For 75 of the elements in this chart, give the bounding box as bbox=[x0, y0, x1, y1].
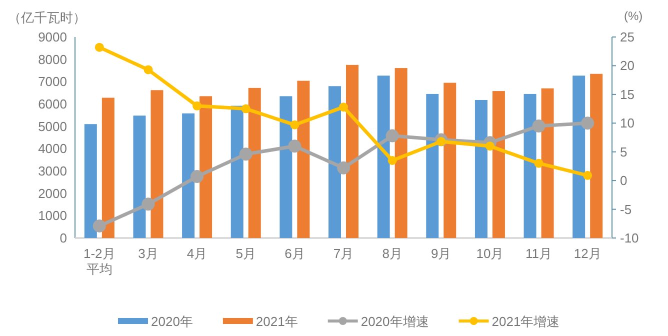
point bbox=[388, 156, 397, 165]
legend-label: 2021年增速 bbox=[492, 314, 560, 329]
bar bbox=[102, 98, 114, 238]
y2-tick-label: 25 bbox=[620, 30, 634, 44]
bar bbox=[474, 100, 488, 238]
legend-label: 2021年 bbox=[256, 314, 298, 329]
bar bbox=[150, 90, 164, 238]
y-tick-label: 0 bbox=[60, 230, 67, 246]
bar bbox=[248, 88, 261, 238]
bar bbox=[377, 76, 390, 238]
bar bbox=[182, 113, 195, 238]
legend-label: 2020年 bbox=[151, 314, 193, 329]
point bbox=[144, 65, 153, 74]
y-tick-label: 4000 bbox=[38, 141, 67, 156]
bar bbox=[133, 116, 146, 238]
x-tick-label: 7月 bbox=[333, 246, 354, 261]
y2-tick-label: 10 bbox=[620, 116, 634, 131]
y2-tick-label: 0 bbox=[620, 173, 628, 188]
point bbox=[337, 161, 350, 174]
point bbox=[534, 158, 544, 168]
point bbox=[92, 219, 106, 232]
bar bbox=[590, 74, 603, 238]
y-tick-label: 9000 bbox=[38, 30, 67, 44]
x-tick-label: 11月 bbox=[526, 246, 552, 261]
point bbox=[386, 129, 399, 142]
bar bbox=[280, 96, 292, 238]
x-tick-label: 1-2月平均 bbox=[84, 246, 116, 277]
y2-tick-label: 20 bbox=[620, 58, 634, 74]
x-tick-label: 10月 bbox=[476, 246, 504, 261]
bar bbox=[394, 68, 408, 238]
x-tick-label: 3月 bbox=[138, 246, 158, 261]
y-tick-label: 1000 bbox=[38, 208, 67, 224]
point bbox=[142, 198, 155, 211]
bar bbox=[444, 82, 456, 238]
bar bbox=[200, 96, 212, 238]
point bbox=[583, 170, 592, 180]
x-tick-label: 12月 bbox=[574, 246, 602, 261]
y2-tick-label: -10 bbox=[620, 230, 639, 246]
bar bbox=[346, 64, 358, 238]
bar bbox=[230, 106, 244, 238]
point bbox=[532, 120, 546, 133]
point bbox=[239, 148, 252, 161]
x-tick-label: 6月 bbox=[284, 246, 305, 261]
x-tick-label: 4月 bbox=[186, 246, 208, 261]
bar bbox=[541, 88, 554, 238]
y-tick-label: 8000 bbox=[38, 52, 67, 67]
y-axis-title: （亿千瓦时） bbox=[8, 10, 86, 25]
y-tick-label: 3000 bbox=[38, 164, 67, 178]
legend-label: 2020年增速 bbox=[360, 314, 429, 329]
point bbox=[339, 102, 348, 112]
point bbox=[241, 104, 250, 114]
y-tick-label: 2000 bbox=[38, 186, 67, 201]
bar bbox=[572, 76, 586, 238]
point bbox=[581, 116, 594, 130]
bar bbox=[524, 94, 536, 238]
y2-tick-label: 15 bbox=[620, 86, 634, 102]
y-tick-label: 5000 bbox=[38, 118, 67, 134]
point bbox=[290, 120, 300, 130]
bar bbox=[328, 86, 341, 238]
y2-tick-label: 5 bbox=[620, 144, 628, 160]
y2-tick-label: -5 bbox=[620, 202, 632, 217]
point bbox=[192, 101, 202, 110]
bar bbox=[297, 80, 310, 238]
x-tick-label: 8月 bbox=[382, 246, 402, 261]
x-tick-label: 5月 bbox=[236, 246, 256, 261]
point bbox=[190, 170, 204, 184]
point bbox=[94, 42, 104, 52]
y-tick-label: 7000 bbox=[38, 74, 67, 90]
bar bbox=[426, 94, 439, 238]
bar bbox=[84, 124, 97, 238]
x-tick-label: 9月 bbox=[431, 246, 452, 261]
y2-axis-title: (%) bbox=[624, 9, 643, 23]
point bbox=[288, 140, 302, 153]
y-tick-label: 6000 bbox=[38, 96, 67, 112]
bar bbox=[492, 91, 505, 238]
